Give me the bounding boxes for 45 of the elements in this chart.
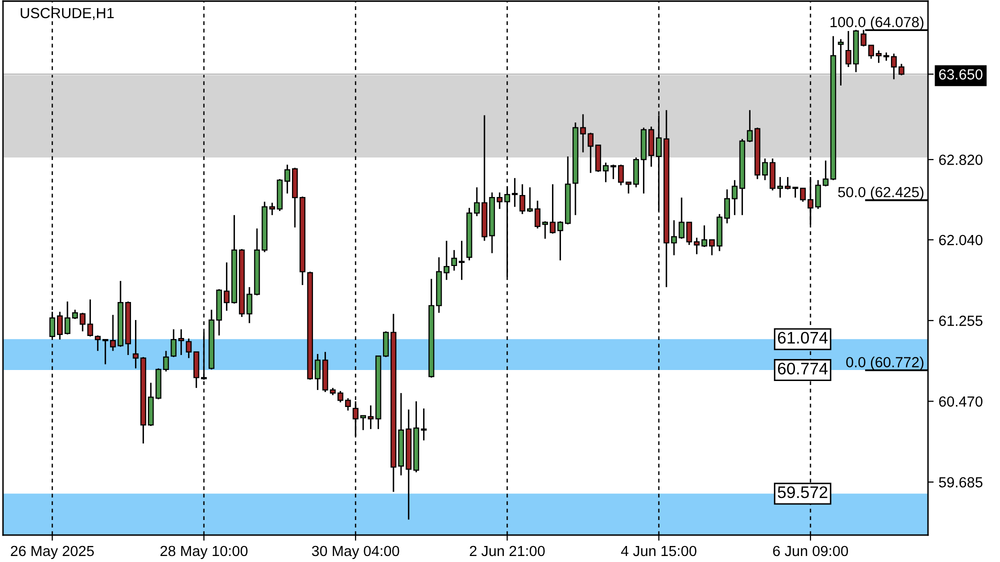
x-tick-label: 28 May 10:00 [160, 546, 248, 560]
candlestick [224, 262, 230, 312]
candlestick [186, 338, 192, 359]
y-tick-label: 61.255 [939, 316, 982, 326]
candlestick [602, 162, 609, 183]
candlestick [876, 50, 882, 64]
candlestick [784, 176, 791, 190]
candlestick [686, 222, 692, 246]
x-tick-label: 4 Jun 15:00 [621, 546, 696, 556]
y-tick-label: 62.040 [939, 234, 982, 246]
annotation: 60.774 [778, 362, 828, 374]
candlestick [838, 38, 844, 86]
candlestick [178, 328, 184, 356]
candlestick [732, 179, 738, 216]
candlestick [792, 186, 798, 198]
candlestick [550, 184, 556, 234]
ref-line-label: 0.0 (60.772) [846, 356, 924, 370]
candlestick [701, 224, 708, 248]
candlestick [451, 249, 458, 272]
candlestick [420, 408, 427, 442]
x-tick-label: 30 May 04:00 [312, 546, 400, 560]
y-tick-label: 62.820 [939, 154, 982, 165]
ref-line-label: 100.0 (64.078) [830, 16, 924, 30]
candlestick [87, 298, 94, 338]
x-tick-label: 6 Jun 09:00 [773, 546, 848, 556]
annotation: 61.074 [778, 332, 828, 344]
candlestick [694, 237, 700, 255]
y-tick-label: 59.685 [939, 477, 982, 488]
x-tick-label: 2 Jun 21:00 [470, 546, 545, 556]
candlestick [269, 202, 276, 216]
x-tick-label: 26 May 2025 [10, 546, 94, 560]
ref-line-label: 50.0 (62.425) [838, 186, 924, 200]
candlestick [170, 328, 176, 358]
candlestick [512, 177, 518, 208]
candlestick [94, 334, 101, 352]
candlestick [746, 109, 753, 143]
y-tick-label: 60.470 [939, 396, 982, 407]
chart-title: USCRUDE,H1 [20, 8, 114, 20]
annotation: 59.572 [778, 486, 828, 498]
candlestick [368, 404, 374, 430]
candlestick [284, 164, 290, 194]
y-tick-label: 63.650 [939, 69, 982, 80]
candlestick [132, 319, 139, 370]
candlestick [557, 220, 564, 262]
candlestick [458, 240, 465, 281]
